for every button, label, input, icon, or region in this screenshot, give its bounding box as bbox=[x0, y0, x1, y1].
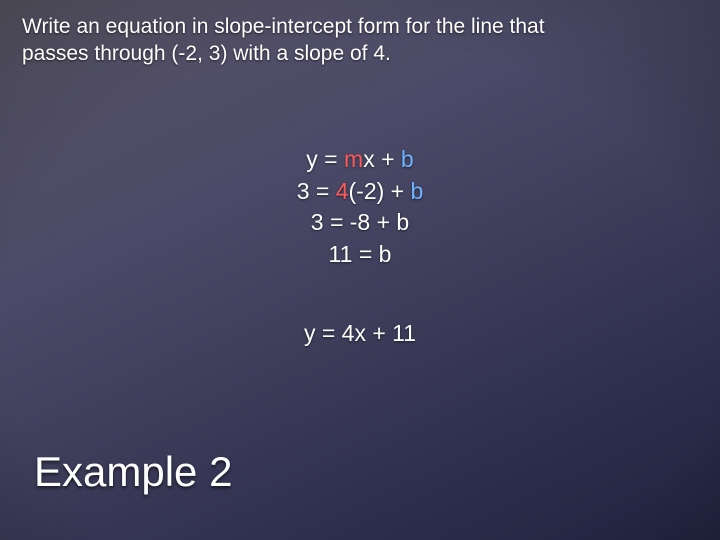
work-l1-mid: x + bbox=[363, 146, 401, 172]
work-line-4: 11 = b bbox=[0, 239, 720, 271]
work-line-3: 3 = -8 + b bbox=[0, 207, 720, 239]
work-l1-b: b bbox=[401, 146, 414, 172]
slide: Write an equation in slope-intercept for… bbox=[0, 0, 720, 540]
work-l1-pre: y = bbox=[306, 146, 344, 172]
slide-title: Example 2 bbox=[34, 448, 232, 496]
work-l1-m: m bbox=[344, 146, 363, 172]
work-l2-pre: 3 = bbox=[297, 178, 336, 204]
final-answer: y = 4x + 11 bbox=[0, 320, 720, 347]
prompt-line-1: Write an equation in slope-intercept for… bbox=[22, 15, 545, 38]
work-line-2: 3 = 4(-2) + b bbox=[0, 176, 720, 208]
problem-prompt: Write an equation in slope-intercept for… bbox=[22, 14, 696, 68]
prompt-line-2: passes through (-2, 3) with a slope of 4… bbox=[22, 42, 391, 65]
work-line-1: y = mx + b bbox=[0, 144, 720, 176]
work-steps: y = mx + b 3 = 4(-2) + b 3 = -8 + b 11 =… bbox=[0, 144, 720, 271]
work-l2-m: 4 bbox=[336, 178, 349, 204]
work-l2-b: b bbox=[411, 178, 424, 204]
work-l2-mid: (-2) + bbox=[349, 178, 411, 204]
